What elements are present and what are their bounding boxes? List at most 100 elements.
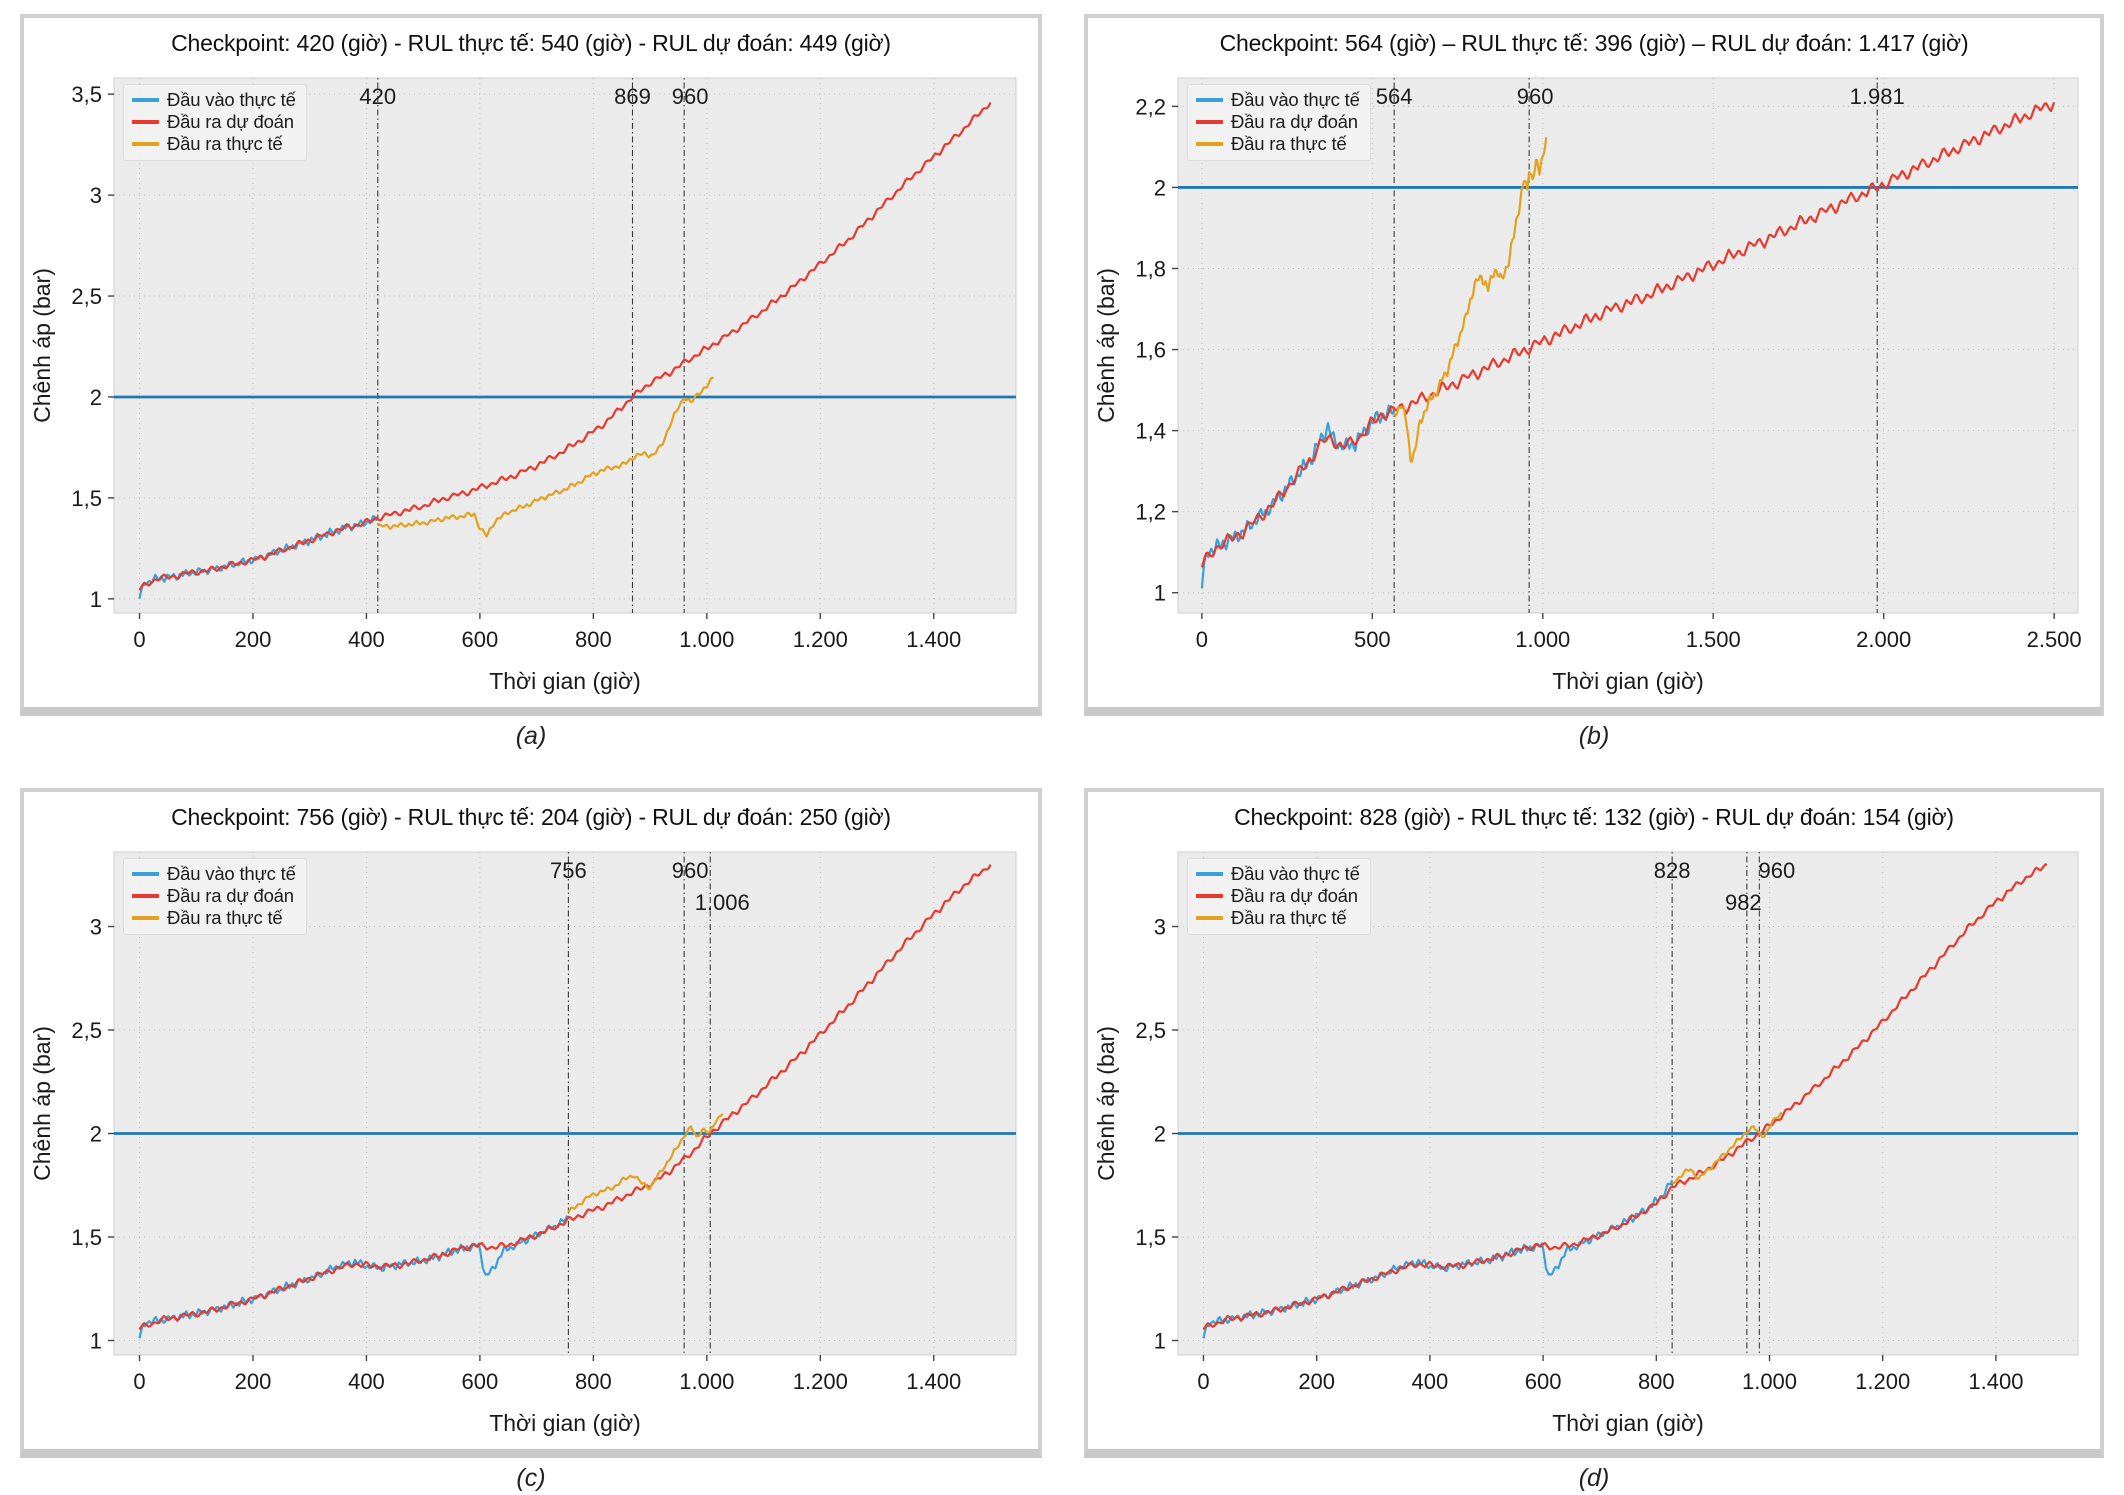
subfigure-caption-c: (c)	[516, 1464, 546, 1492]
svg-text:2,5: 2,5	[1135, 1018, 1166, 1043]
svg-text:200: 200	[235, 1369, 272, 1394]
svg-text:0: 0	[1197, 1369, 1209, 1394]
legend-item: Đầu ra dự đoán	[132, 111, 296, 133]
svg-text:1: 1	[1154, 1329, 1166, 1354]
svg-text:1: 1	[90, 1329, 102, 1354]
legend-line-swatch	[132, 120, 159, 124]
legend-line-swatch	[1196, 894, 1223, 898]
svg-text:3: 3	[90, 915, 102, 940]
svg-text:Chênh áp (bar): Chênh áp (bar)	[29, 268, 55, 423]
legend-line-swatch	[1196, 142, 1223, 146]
svg-text:564: 564	[1376, 84, 1413, 109]
svg-text:Thời gian (giờ): Thời gian (giờ)	[1552, 668, 1704, 694]
svg-text:800: 800	[575, 1369, 612, 1394]
legend-label: Đầu ra thực tế	[167, 907, 283, 928]
svg-text:1.000: 1.000	[1515, 627, 1570, 652]
svg-text:Thời gian (giờ): Thời gian (giờ)	[1552, 1410, 1704, 1436]
legend-line-swatch	[132, 142, 159, 146]
svg-text:869: 869	[614, 84, 651, 109]
legend-item: Đầu ra thực tế	[1196, 907, 1360, 929]
legend-item: Đầu ra thực tế	[132, 907, 296, 929]
chart-title: Checkpoint: 420 (giờ) - RUL thực tế: 540…	[171, 30, 891, 56]
svg-text:600: 600	[462, 1369, 499, 1394]
legend: Đầu vào thực tế Đầu ra dự đoán Đầu ra thực…	[1187, 858, 1371, 935]
svg-text:2: 2	[1154, 175, 1166, 200]
legend-line-swatch	[1196, 916, 1223, 920]
legend-line-swatch	[132, 98, 159, 102]
svg-text:960: 960	[1517, 84, 1554, 109]
legend-label: Đầu vào thực tế	[167, 89, 296, 110]
legend-label: Đầu ra dự đoán	[167, 111, 294, 132]
plot-area: 0 200 400 600 800 1.000 1.200 1.400 1 1,5 2 2,5 3 3,5…	[26, 70, 1036, 705]
svg-text:1.000: 1.000	[679, 627, 734, 652]
legend: Đầu vào thực tế Đầu ra dự đoán Đầu ra thực…	[1187, 84, 1371, 161]
plot-area: 0 500 1.000 1.500 2.000 2.500 1 1,2 1,4 1,6 1,8 2 2,…	[1090, 70, 2098, 705]
subfigure-caption-b: (b)	[1578, 722, 1610, 750]
chart-panel-d: Checkpoint: 828 (giờ) - RUL thực tế: 132…	[1084, 788, 2104, 1458]
legend-line-swatch	[1196, 872, 1223, 876]
legend-label: Đầu vào thực tế	[1231, 89, 1360, 110]
legend-item: Đầu ra dự đoán	[132, 885, 296, 907]
legend-line-swatch	[132, 894, 159, 898]
svg-text:500: 500	[1354, 627, 1391, 652]
legend-label: Đầu ra thực tế	[1231, 133, 1347, 154]
line-plot: 0 200 400 600 800 1.000 1.200 1.400 1 1,5 2 2,5 3 Thờ…	[1093, 851, 2079, 1436]
svg-text:Chênh áp (bar): Chênh áp (bar)	[1093, 1026, 1119, 1181]
chart-title: Checkpoint: 756 (giờ) - RUL thực tế: 204…	[171, 804, 891, 830]
svg-text:600: 600	[1525, 1369, 1562, 1394]
legend-line-swatch	[1196, 98, 1223, 102]
chart-panel-a: Checkpoint: 420 (giờ) - RUL thực tế: 540…	[20, 14, 1042, 716]
svg-text:200: 200	[235, 627, 272, 652]
svg-text:1: 1	[90, 587, 102, 612]
legend-label: Đầu vào thực tế	[167, 863, 296, 884]
svg-text:200: 200	[1298, 1369, 1335, 1394]
svg-text:960: 960	[1759, 858, 1796, 883]
svg-text:1,2: 1,2	[1135, 500, 1166, 525]
subfigure-caption-d: (d)	[1578, 1464, 1610, 1492]
svg-text:400: 400	[348, 1369, 385, 1394]
plot-area: 0 200 400 600 800 1.000 1.200 1.400 1 1,5 2 2,5 3 Thờ…	[26, 844, 1036, 1447]
legend-label: Đầu ra thực tế	[1231, 907, 1347, 928]
svg-text:1,8: 1,8	[1135, 256, 1166, 281]
svg-text:2,5: 2,5	[71, 1018, 102, 1043]
svg-text:1,5: 1,5	[71, 486, 102, 511]
legend-line-swatch	[132, 916, 159, 920]
svg-text:828: 828	[1654, 858, 1691, 883]
svg-text:2.500: 2.500	[2027, 627, 2082, 652]
svg-text:960: 960	[672, 858, 709, 883]
legend-item: Đầu vào thực tế	[132, 89, 296, 111]
svg-text:1: 1	[1154, 581, 1166, 606]
svg-text:1.400: 1.400	[1968, 1369, 2023, 1394]
chart-panel-b: Checkpoint: 564 (giờ) – RUL thực tế: 396…	[1084, 14, 2104, 716]
svg-text:3: 3	[90, 183, 102, 208]
svg-text:Thời gian (giờ): Thời gian (giờ)	[489, 1410, 641, 1436]
svg-text:1.200: 1.200	[793, 1369, 848, 1394]
svg-text:400: 400	[1412, 1369, 1449, 1394]
chart-title: Checkpoint: 828 (giờ) - RUL thực tế: 132…	[1234, 804, 1954, 830]
svg-text:3: 3	[1154, 915, 1166, 940]
line-plot: 0 200 400 600 800 1.000 1.200 1.400 1 1,5 2 2,5 3 3,5…	[29, 77, 1017, 694]
chart-panel-c: Checkpoint: 756 (giờ) - RUL thực tế: 204…	[20, 788, 1042, 1458]
svg-text:2.000: 2.000	[1856, 627, 1911, 652]
svg-text:2,5: 2,5	[71, 284, 102, 309]
svg-text:2: 2	[90, 1122, 102, 1147]
legend-item: Đầu ra dự đoán	[1196, 885, 1360, 907]
legend-label: Đầu ra dự đoán	[167, 885, 294, 906]
svg-text:0: 0	[133, 1369, 145, 1394]
svg-text:2: 2	[1154, 1122, 1166, 1147]
svg-text:1.400: 1.400	[906, 627, 961, 652]
svg-text:756: 756	[550, 858, 587, 883]
svg-text:1.400: 1.400	[906, 1369, 961, 1394]
chart-title: Checkpoint: 564 (giờ) – RUL thực tế: 396…	[1219, 30, 1969, 56]
svg-text:3,5: 3,5	[71, 82, 102, 107]
svg-text:420: 420	[359, 84, 396, 109]
legend: Đầu vào thực tế Đầu ra dự đoán Đầu ra thực…	[123, 858, 307, 935]
plot-area: 0 200 400 600 800 1.000 1.200 1.400 1 1,5 2 2,5 3 Thờ…	[1090, 844, 2098, 1447]
svg-text:400: 400	[348, 627, 385, 652]
svg-text:1,6: 1,6	[1135, 338, 1166, 363]
svg-text:0: 0	[1196, 627, 1208, 652]
svg-text:1,4: 1,4	[1135, 419, 1166, 444]
legend-item: Đầu vào thực tế	[1196, 863, 1360, 885]
legend-line-swatch	[132, 872, 159, 876]
